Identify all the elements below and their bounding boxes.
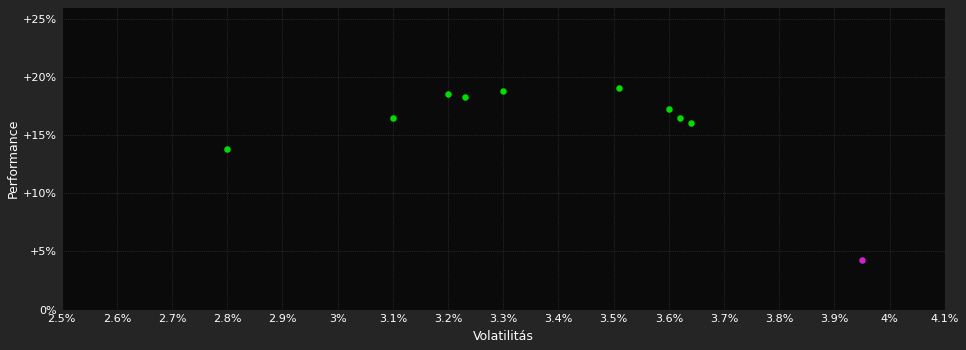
Point [457, 94, 472, 99]
Point [440, 91, 456, 97]
Point [683, 120, 698, 126]
Point [496, 88, 511, 93]
Point [661, 107, 676, 112]
Point [385, 115, 401, 120]
X-axis label: Volatilitás: Volatilitás [472, 330, 534, 343]
Y-axis label: Performance: Performance [7, 119, 20, 198]
Point [854, 257, 869, 262]
Point [672, 115, 688, 120]
Point [219, 146, 235, 152]
Point [611, 86, 627, 91]
